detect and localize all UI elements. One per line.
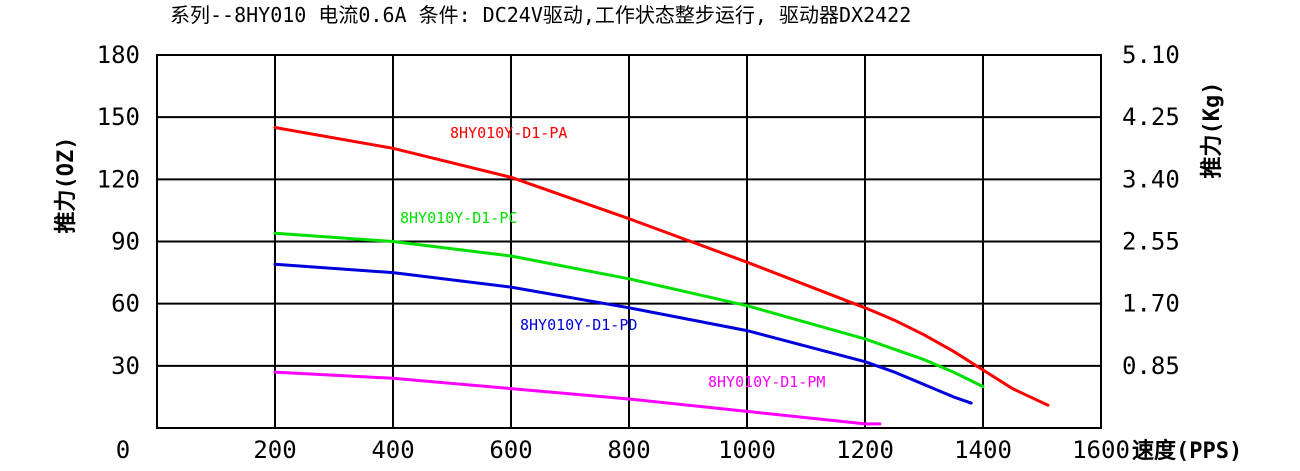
chart-title: 系列--8HY010 电流0.6A 条件: DC24V驱动,工作状态整步运行, … — [170, 3, 911, 27]
x-tick-label: 800 — [607, 436, 650, 464]
y-tick-label: 90 — [111, 228, 140, 256]
plot-frame — [156, 54, 1102, 429]
y-right-tick-label: 1.70 — [1122, 290, 1180, 318]
series-layer — [273, 126, 1050, 426]
y-tick-label: 150 — [97, 103, 140, 131]
x-tick-label: 1600 — [1072, 436, 1130, 464]
x-tick-label: 1200 — [836, 436, 894, 464]
y-axis-label: 推力(OZ) — [54, 137, 79, 234]
series-line-3 — [273, 262, 973, 405]
y-axis-right-ticks: 0.85 1.70 2.55 3.40 4.25 5.10 — [1122, 41, 1180, 380]
y-axis-ticks: 30 60 90 120 150 180 — [97, 41, 140, 380]
x-axis-label: 速度(PPS) — [1132, 438, 1242, 464]
x-tick-label: 200 — [253, 436, 296, 464]
y-tick-label: 30 — [111, 352, 140, 380]
y-right-tick-label: 4.25 — [1122, 103, 1180, 131]
series-label-4: 8HY010Y-D1-PM — [708, 373, 825, 391]
x-tick-label: 600 — [489, 436, 532, 464]
series-label-2: 8HY010Y-D1-PC — [400, 209, 517, 227]
y-right-tick-label: 0.85 — [1122, 352, 1180, 380]
x-tick-label: 0 — [116, 436, 130, 464]
y-axis-right-label: 推力(Kg) — [1200, 82, 1225, 179]
y-right-tick-label: 5.10 — [1122, 41, 1180, 69]
series-line-2 — [273, 231, 985, 389]
y-right-tick-label: 3.40 — [1122, 165, 1180, 193]
x-axis-ticks: 0 200 400 600 800 1000 1200 1400 1600 — [116, 436, 1130, 464]
grid — [157, 55, 1101, 428]
y-tick-label: 180 — [97, 41, 140, 69]
x-tick-label: 1000 — [718, 436, 776, 464]
series-line-1 — [273, 126, 1050, 407]
series-label-3: 8HY010Y-D1-PD — [520, 316, 637, 334]
y-tick-label: 60 — [111, 290, 140, 318]
series-labels: 8HY010Y-D1-PA 8HY010Y-D1-PC 8HY010Y-D1-PD 8… — [400, 124, 825, 391]
y-right-tick-label: 2.55 — [1122, 228, 1180, 256]
series-label-1: 8HY010Y-D1-PA — [450, 124, 567, 142]
series-line-4 — [273, 370, 882, 426]
x-tick-label: 1400 — [954, 436, 1012, 464]
y-tick-label: 120 — [97, 165, 140, 193]
x-tick-label: 400 — [371, 436, 414, 464]
